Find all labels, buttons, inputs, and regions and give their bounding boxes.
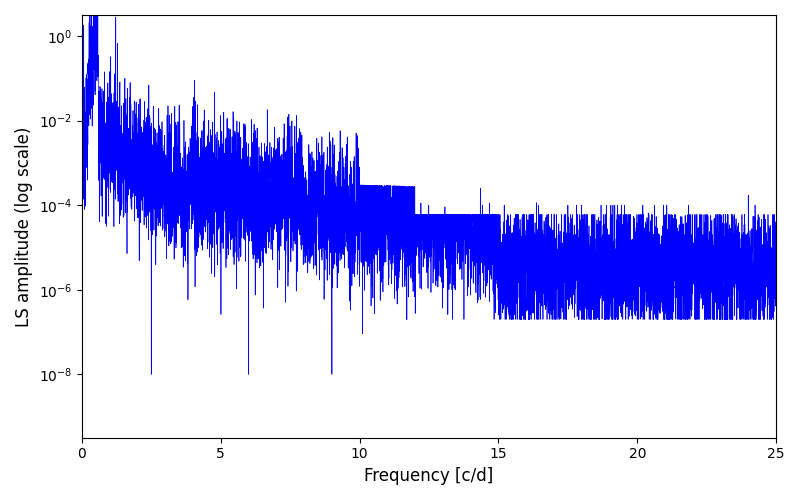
Y-axis label: LS amplitude (log scale): LS amplitude (log scale) <box>15 126 33 326</box>
X-axis label: Frequency [c/d]: Frequency [c/d] <box>364 467 494 485</box>
